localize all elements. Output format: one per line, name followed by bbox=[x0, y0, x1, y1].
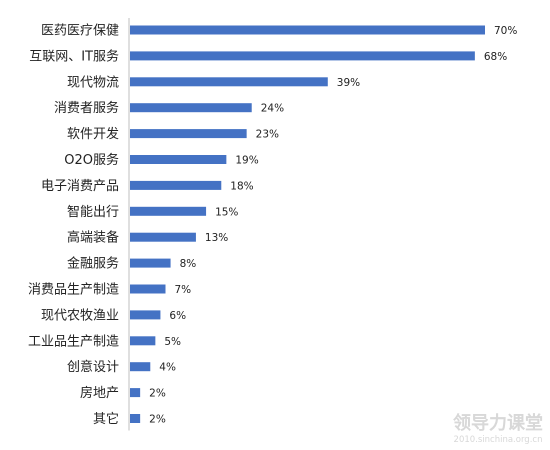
bar-14 bbox=[130, 388, 141, 398]
category-label-10: 消费品生产制造 bbox=[28, 283, 119, 298]
category-label-14: 房地产 bbox=[80, 385, 119, 401]
bar-9 bbox=[130, 258, 171, 268]
bar-4 bbox=[130, 129, 247, 139]
value-label-6: 18% bbox=[230, 180, 253, 192]
value-label-15: 2% bbox=[149, 414, 166, 426]
category-label-13: 创意设计 bbox=[67, 359, 119, 375]
bar-8 bbox=[130, 232, 196, 242]
value-label-13: 4% bbox=[159, 362, 176, 374]
value-label-9: 8% bbox=[180, 258, 197, 270]
bars-group bbox=[130, 25, 485, 423]
bar-15 bbox=[130, 414, 141, 423]
value-label-0: 70% bbox=[494, 25, 517, 37]
category-label-15: 其它 bbox=[93, 411, 119, 427]
category-label-6: 电子消费产品 bbox=[41, 179, 119, 194]
value-label-10: 7% bbox=[175, 284, 192, 296]
bar-5 bbox=[130, 155, 227, 164]
watermark-title: 领导力课堂 bbox=[453, 412, 543, 434]
bar-12 bbox=[130, 336, 156, 346]
category-label-11: 现代农牧渔业 bbox=[41, 308, 119, 323]
bar-10 bbox=[130, 284, 166, 294]
category-label-4: 软件开发 bbox=[67, 126, 119, 142]
value-label-3: 24% bbox=[261, 103, 284, 115]
bar-13 bbox=[130, 362, 151, 372]
bar-3 bbox=[130, 103, 252, 113]
bar-2 bbox=[130, 77, 328, 87]
category-label-0: 医药医疗保健 bbox=[41, 24, 119, 39]
category-label-12: 工业品生产制造 bbox=[28, 334, 119, 349]
category-label-3: 消费者服务 bbox=[54, 100, 119, 116]
watermark-url: 2010.sinchina.org.cn bbox=[454, 435, 543, 445]
value-label-11: 6% bbox=[169, 310, 186, 322]
category-label-1: 互联网、IT服务 bbox=[29, 48, 119, 64]
category-label-7: 智能出行 bbox=[67, 205, 119, 220]
value-label-7: 15% bbox=[215, 206, 238, 218]
category-label-9: 金融服务 bbox=[67, 256, 119, 272]
value-label-14: 2% bbox=[149, 388, 166, 400]
value-label-4: 23% bbox=[256, 129, 279, 141]
bar-1 bbox=[130, 51, 475, 61]
value-label-12: 5% bbox=[164, 336, 181, 348]
value-label-1: 68% bbox=[484, 51, 507, 63]
watermark: 领导力课堂 2010.sinchina.org.cn bbox=[453, 412, 543, 445]
value-label-2: 39% bbox=[337, 77, 360, 89]
bar-6 bbox=[130, 180, 222, 190]
bar-11 bbox=[130, 310, 161, 320]
bar-7 bbox=[130, 206, 207, 216]
category-label-8: 高端装备 bbox=[67, 230, 119, 246]
value-label-8: 13% bbox=[205, 232, 228, 244]
category-label-2: 现代物流 bbox=[67, 75, 119, 90]
labels-group: 医药医疗保健 70% 互联网、IT服务 68% 现代物流 39% 消费者服务 24% 软件开发 2… bbox=[28, 24, 517, 428]
bar-0 bbox=[130, 25, 485, 35]
value-label-5: 19% bbox=[235, 155, 258, 167]
category-label-5: O2O服务 bbox=[64, 152, 119, 168]
